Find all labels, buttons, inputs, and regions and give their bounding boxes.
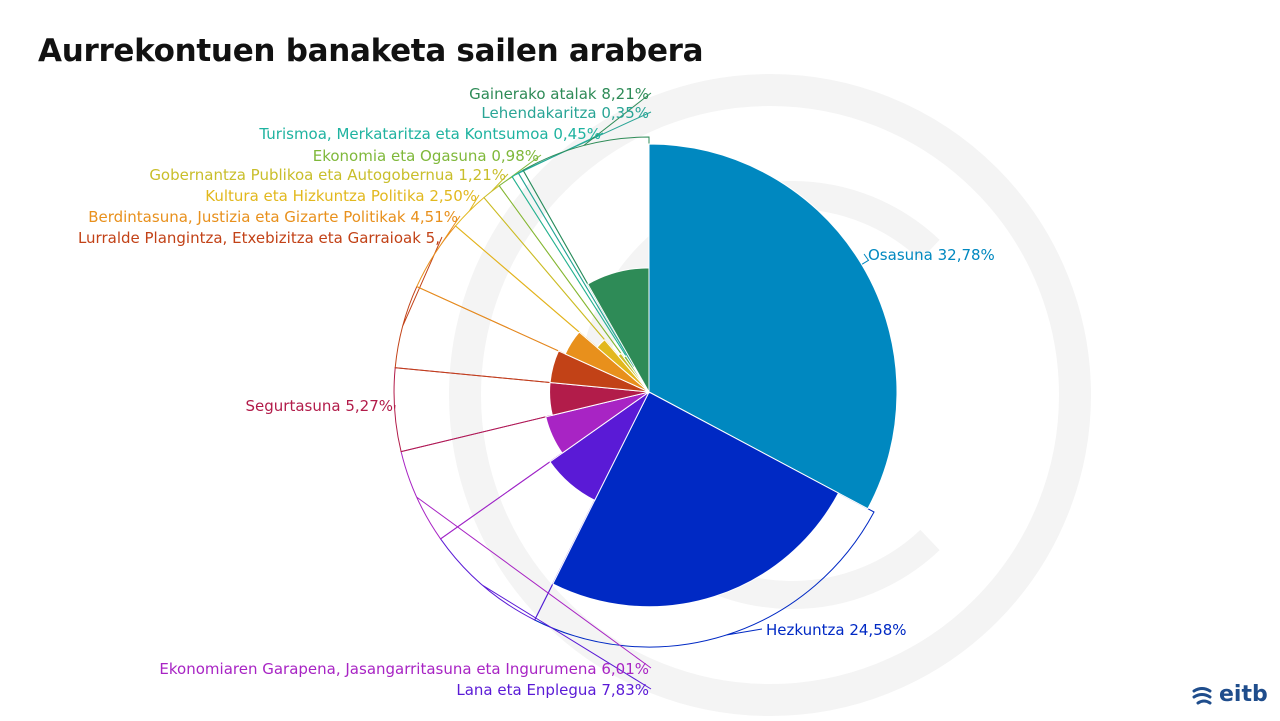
slice-1	[648, 143, 898, 510]
slice-label-6: Lurralde Plangintza, Etxebizitza eta Gar…	[78, 229, 440, 247]
slice-label-7: Berdintasuna, Justizia eta Gizarte Polit…	[88, 208, 458, 226]
slice-9	[617, 352, 650, 393]
page-title: Aurrekontuen banaketa sailen arabera	[38, 33, 704, 69]
slice-3	[549, 391, 650, 502]
callout-lines	[393, 92, 875, 690]
slice-label-12: Lehendakaritza 0,35%	[481, 104, 649, 122]
slice-6	[549, 350, 650, 393]
slice-7	[564, 331, 650, 393]
chart-slices	[545, 143, 898, 608]
slice-label-10: Ekonomia eta Ogasuna 0,98%	[313, 147, 539, 165]
eitb-logo-text: eitb	[1219, 682, 1268, 707]
slice-label-11: Turismoa, Merkataritza eta Kontsumoa 0,4…	[258, 125, 601, 143]
slice-label-3: Lana eta Enplegua 7,83%	[456, 681, 649, 699]
slice-label-9: Gobernantza Publikoa eta Autogobernua 1,…	[149, 166, 506, 184]
eitb-logo: eitb	[1192, 682, 1268, 707]
eitb-logo-icon	[1192, 686, 1212, 704]
slice-2	[552, 391, 840, 608]
callout-1	[861, 253, 870, 265]
slice-13	[587, 267, 650, 394]
slice-label-5: Segurtasuna 5,27%	[246, 397, 393, 415]
slice-label-8: Kultura eta Hizkuntza Politika 2,50%	[205, 187, 477, 205]
callout-13	[522, 92, 652, 394]
slice-8	[596, 339, 650, 393]
slice-labels: Osasuna 32,78% Hezkuntza 24,58% Lana eta E…	[78, 85, 995, 699]
slice-4	[545, 391, 650, 454]
callout-3	[439, 391, 652, 690]
slice-label-1: Osasuna 32,78%	[868, 246, 995, 264]
slice-label-13: Gainerako atalak 8,21%	[469, 85, 649, 103]
slice-label-2: Hezkuntza 24,58%	[766, 621, 907, 639]
callout-2	[534, 391, 875, 648]
slice-label-4: Ekonomiaren Garapena, Jasangarritasuna e…	[159, 660, 649, 678]
